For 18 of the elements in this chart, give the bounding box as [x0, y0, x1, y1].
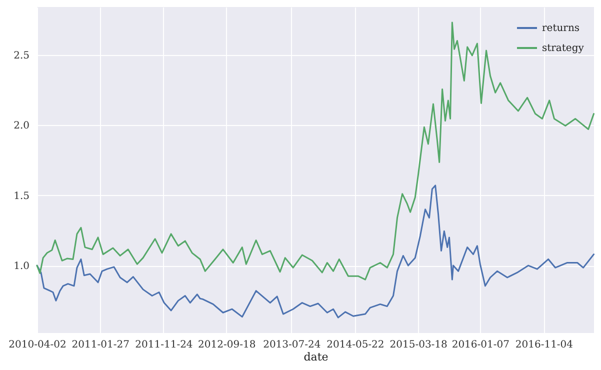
x-tick-label: 2015-03-18 — [390, 340, 448, 350]
legend-label: returns — [542, 23, 580, 34]
x-axis-title: date — [304, 350, 328, 364]
x-tick-label: 2011-01-27 — [72, 340, 130, 350]
y-tick-label: 2.5 — [14, 50, 30, 62]
line-series — [36, 22, 595, 280]
x-tick-label: 2014-05-22 — [326, 340, 384, 350]
x-tick-label: 2016-11-04 — [515, 340, 574, 350]
y-tick-label: 1.0 — [14, 261, 30, 272]
x-tick-label: 2012-09-18 — [198, 340, 256, 350]
x-tick-label: 2016-01-07 — [452, 340, 510, 350]
x-tick-label: 2013-07-24 — [263, 340, 321, 350]
x-tick-label: 2011-11-24 — [135, 340, 193, 350]
x-tick-label: 2010-04-02 — [8, 340, 66, 350]
y-tick-label: 1.5 — [14, 190, 30, 202]
legend-label: strategy — [542, 43, 584, 54]
line-series — [36, 184, 595, 318]
y-tick-label: 2.0 — [14, 120, 30, 132]
